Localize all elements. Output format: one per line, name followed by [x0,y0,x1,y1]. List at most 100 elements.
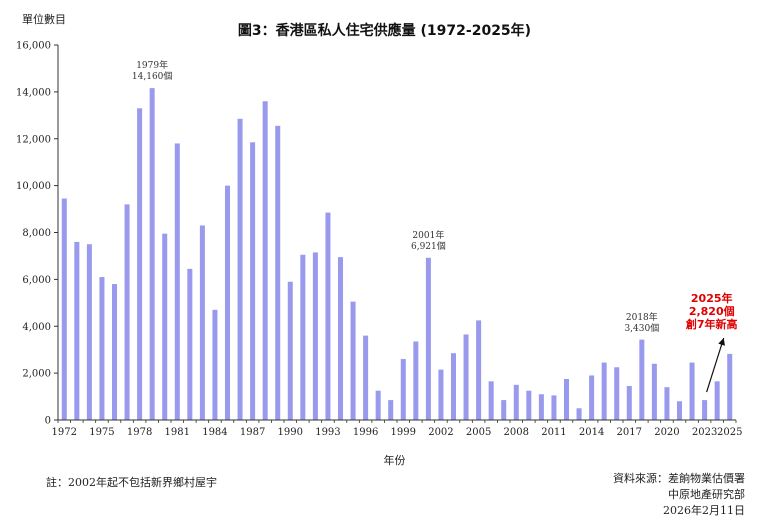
bar-2000 [413,341,419,420]
y-tick-label: 14,000 [16,87,51,98]
y-tick-label: 12,000 [16,134,51,145]
bar-1985 [224,185,231,421]
bar-2005 [476,320,482,420]
bar-2008 [513,384,519,420]
bar-2025 [727,353,733,420]
bar-2016 [614,367,620,420]
source-block: 資料來源：差餉物業估價署 中原地產研究部 2026年2月11日 [545,471,745,519]
x-tick-label: 2005 [466,427,491,438]
x-tick-label: 1984 [202,427,227,438]
y-tick-label: 10,000 [16,181,51,192]
annotation-line: 1979年 [136,61,169,72]
bar-1981 [174,143,180,420]
y-tick-label: 8,000 [22,228,51,239]
bar-1992 [312,252,318,420]
bar-1999 [400,359,406,420]
x-axis-label: 年份 [383,454,406,467]
x-tick-label: 2025 [717,427,742,438]
x-tick-label: 1981 [165,427,190,438]
annotation-1979: 1979年 14,160個 [122,61,182,83]
bar-1996 [363,335,369,421]
bar-1978 [137,108,143,420]
bar-2023 [702,400,708,420]
bar-2001 [425,257,431,420]
bar-1986 [237,118,243,420]
bar-2010 [538,394,544,420]
y-tick-label: 0 [45,416,51,427]
bar-2007 [501,400,507,420]
x-tick-label: 1993 [315,427,340,438]
highlight-line: 2025年 [690,292,733,305]
bar-2011 [551,395,557,420]
footnote: 註：2002年起不包括新界鄉村屋宇 [46,476,217,489]
x-tick-label: 1990 [278,427,303,438]
bar-2006 [488,381,494,420]
y-axis-label: 單位數目 [22,13,66,26]
annotation-line: 2018年 [625,312,658,323]
x-tick-label: 2008 [504,427,529,438]
x-tick-label: 1996 [353,427,378,438]
y-tick-label: 16,000 [16,41,51,52]
bar-2014 [589,375,595,420]
bar-2002 [438,369,444,420]
source-line: 資料來源：差餉物業估價署 [613,472,745,485]
y-tick-label: 4,000 [22,322,51,333]
bars-group [61,88,733,421]
bar-1993 [325,212,331,420]
bar-1990 [287,281,293,420]
bar-1994 [337,257,344,420]
bar-1980 [162,233,168,420]
bar-2009 [526,390,532,420]
bar-2004 [463,334,469,420]
source-line: 中原地產研究部 [668,488,745,501]
x-tick-label: 2011 [541,427,566,438]
highlight-annotation: 2025年 2,820個 創7年新高 [672,292,752,331]
x-tick-label: 2014 [579,427,604,438]
bar-1975 [99,277,105,420]
x-tick-label: 1987 [240,427,265,438]
bar-1976 [111,284,118,420]
bar-1979 [149,88,155,421]
annotation-line: 6,921個 [410,241,446,252]
annotation-2001: 2001年 6,921個 [398,231,458,253]
bar-2019 [651,363,657,420]
bar-1995 [350,301,356,420]
x-tick-label: 2017 [617,427,642,438]
bar-1987 [250,142,256,420]
highlight-arrow-group [706,337,725,393]
annotation-2018: 2018年 3,430個 [612,313,672,335]
highlight-line: 2,820個 [688,305,735,318]
bar-2013 [576,408,582,420]
bar-1982 [187,268,193,420]
bar-2015 [601,362,607,420]
bar-1983 [199,225,205,420]
bar-1984 [212,309,218,420]
x-tick-label: 2002 [428,427,453,438]
source-line: 2026年2月11日 [663,504,745,517]
x-tick-label: 1978 [127,427,152,438]
bar-2024 [714,381,720,420]
annotation-line: 3,430個 [624,323,660,334]
bar-1972 [61,198,67,420]
x-tick-label: 1975 [89,427,114,438]
bar-1977 [124,204,130,420]
bar-2021 [676,401,683,420]
x-tick-label: 1972 [52,427,77,438]
annotation-line: 14,160個 [131,72,173,83]
highlight-line: 創7年新高 [685,318,738,331]
bar-2012 [563,378,570,420]
y-tick-label: 2,000 [22,369,51,380]
bar-1974 [86,244,92,420]
arrow-line [706,337,725,393]
bar-1988 [262,101,268,420]
annotation-line: 2001年 [412,230,445,241]
bar-1973 [74,241,80,421]
x-tick-label: 1999 [391,427,416,438]
bar-1998 [388,400,394,420]
bar-1989 [275,125,281,421]
x-tick-label: 2020 [654,427,679,438]
bar-2017 [626,386,632,420]
chart-title: 圖3：香港區私人住宅供應量 (1972-2025年) [237,23,532,39]
bar-1991 [300,254,306,420]
